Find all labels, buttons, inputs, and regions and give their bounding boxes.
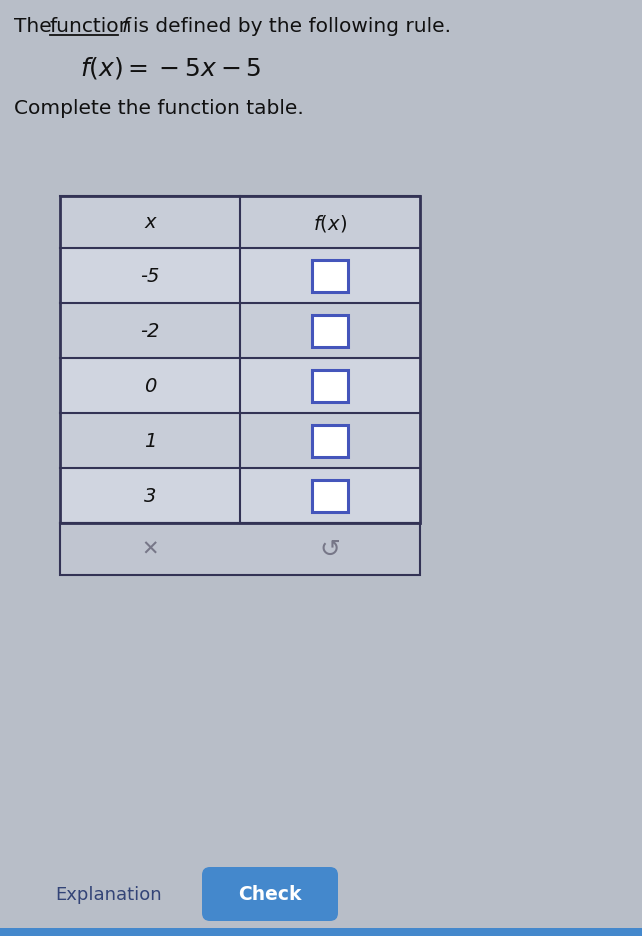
Text: -2: -2 [141, 322, 160, 341]
Bar [312, 315, 348, 347]
Bar [60, 197, 420, 523]
Text: ↺: ↺ [320, 537, 340, 562]
Bar [60, 523, 420, 576]
Text: -5: -5 [141, 267, 160, 285]
Bar [312, 260, 348, 292]
Bar [312, 425, 348, 457]
Text: Check: Check [238, 885, 302, 903]
Bar [312, 370, 348, 402]
FancyBboxPatch shape [202, 867, 338, 921]
Text: $f(x)$: $f(x)$ [313, 212, 347, 233]
Bar [0, 928, 642, 936]
Text: x: x [144, 213, 156, 232]
Bar [60, 249, 420, 303]
Text: 3: 3 [144, 487, 156, 505]
Text: f: f [122, 18, 129, 37]
Bar [60, 469, 420, 523]
Text: function: function [50, 18, 132, 37]
Bar [60, 523, 420, 576]
Text: 1: 1 [144, 431, 156, 450]
Bar [60, 303, 420, 358]
Bar [312, 480, 348, 512]
Text: ✕: ✕ [141, 539, 159, 560]
Text: Complete the function table.: Complete the function table. [14, 98, 304, 117]
Bar [60, 197, 420, 249]
Bar [60, 358, 420, 414]
Text: The: The [14, 18, 58, 37]
Text: 0: 0 [144, 376, 156, 396]
Text: Explanation: Explanation [55, 885, 162, 903]
Text: $f(x)=-5x-5$: $f(x)=-5x-5$ [80, 55, 261, 80]
Bar [60, 197, 420, 523]
Bar [60, 414, 420, 469]
Text: is defined by the following rule.: is defined by the following rule. [133, 18, 451, 37]
